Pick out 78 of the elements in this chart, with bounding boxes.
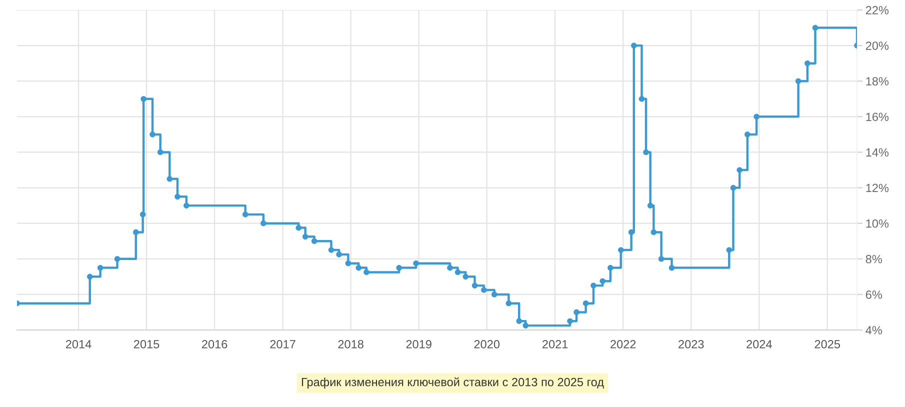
point bbox=[97, 264, 104, 271]
point bbox=[516, 318, 522, 324]
point bbox=[345, 260, 352, 266]
x-tick-label: 2023 bbox=[678, 340, 704, 348]
point bbox=[454, 269, 461, 276]
y-tick-label: 10% bbox=[866, 219, 889, 228]
x-tick-label: 2018 bbox=[338, 340, 364, 348]
point bbox=[754, 114, 760, 120]
point bbox=[804, 60, 810, 66]
point bbox=[336, 252, 342, 258]
point bbox=[744, 132, 750, 138]
x-tick-label: 2024 bbox=[746, 340, 772, 348]
point bbox=[658, 256, 664, 262]
point bbox=[730, 184, 736, 191]
point bbox=[643, 149, 649, 156]
point bbox=[311, 238, 318, 244]
point bbox=[608, 264, 614, 271]
x-tick-label: 2020 bbox=[474, 340, 500, 348]
point bbox=[302, 234, 308, 240]
point bbox=[726, 247, 732, 253]
point bbox=[174, 194, 180, 200]
y-tick-label: 20% bbox=[866, 42, 889, 50]
point bbox=[795, 78, 802, 84]
point bbox=[668, 264, 675, 271]
point bbox=[650, 229, 657, 236]
point bbox=[736, 167, 742, 173]
point bbox=[472, 282, 478, 288]
text: График изменения ключевой ставки с 2013 по 2025 год bbox=[302, 377, 604, 389]
point bbox=[140, 212, 146, 218]
point bbox=[628, 229, 634, 236]
y-tick-label: 6% bbox=[866, 290, 882, 299]
point bbox=[242, 212, 248, 218]
x-tick-label: 2014 bbox=[66, 340, 92, 348]
point bbox=[618, 247, 624, 253]
point bbox=[647, 202, 654, 208]
point bbox=[638, 96, 645, 102]
y-tick-label: 22% bbox=[866, 6, 889, 14]
point bbox=[567, 318, 573, 324]
point bbox=[132, 229, 139, 236]
point bbox=[396, 264, 402, 271]
point bbox=[447, 264, 453, 271]
y-tick-label: 4% bbox=[866, 326, 882, 334]
point bbox=[630, 42, 637, 48]
x-tick-label: 2017 bbox=[270, 340, 296, 348]
point bbox=[157, 149, 164, 156]
point bbox=[260, 220, 266, 226]
y-tick-label: 18% bbox=[866, 77, 889, 86]
x-tick-label: 2015 bbox=[134, 340, 160, 348]
point bbox=[522, 322, 529, 328]
point bbox=[582, 300, 589, 306]
y-tick-label: 12% bbox=[866, 184, 889, 192]
point bbox=[491, 292, 498, 298]
y-tick-label: 14% bbox=[866, 148, 889, 157]
x-tick-label: 2022 bbox=[610, 340, 636, 348]
point bbox=[574, 309, 580, 316]
point bbox=[86, 274, 93, 280]
point bbox=[590, 282, 596, 288]
y-tick-label: 8% bbox=[866, 254, 882, 264]
point bbox=[114, 256, 120, 262]
point bbox=[462, 274, 469, 280]
x-tick-label: 2016 bbox=[202, 340, 228, 348]
point bbox=[413, 260, 419, 266]
point bbox=[506, 300, 512, 306]
point bbox=[364, 269, 370, 276]
point bbox=[480, 287, 487, 293]
x-tick-label: 2025 bbox=[814, 340, 840, 348]
x-tick-label: 2019 bbox=[406, 340, 432, 348]
point bbox=[166, 176, 173, 182]
point bbox=[296, 224, 302, 231]
point bbox=[140, 96, 146, 102]
y-tick-label: 16% bbox=[866, 112, 889, 122]
point bbox=[600, 278, 606, 284]
point bbox=[356, 264, 362, 271]
point bbox=[812, 24, 818, 31]
point bbox=[328, 247, 334, 253]
x-tick-label: 2021 bbox=[542, 340, 568, 348]
point bbox=[150, 132, 156, 138]
point bbox=[184, 202, 190, 208]
